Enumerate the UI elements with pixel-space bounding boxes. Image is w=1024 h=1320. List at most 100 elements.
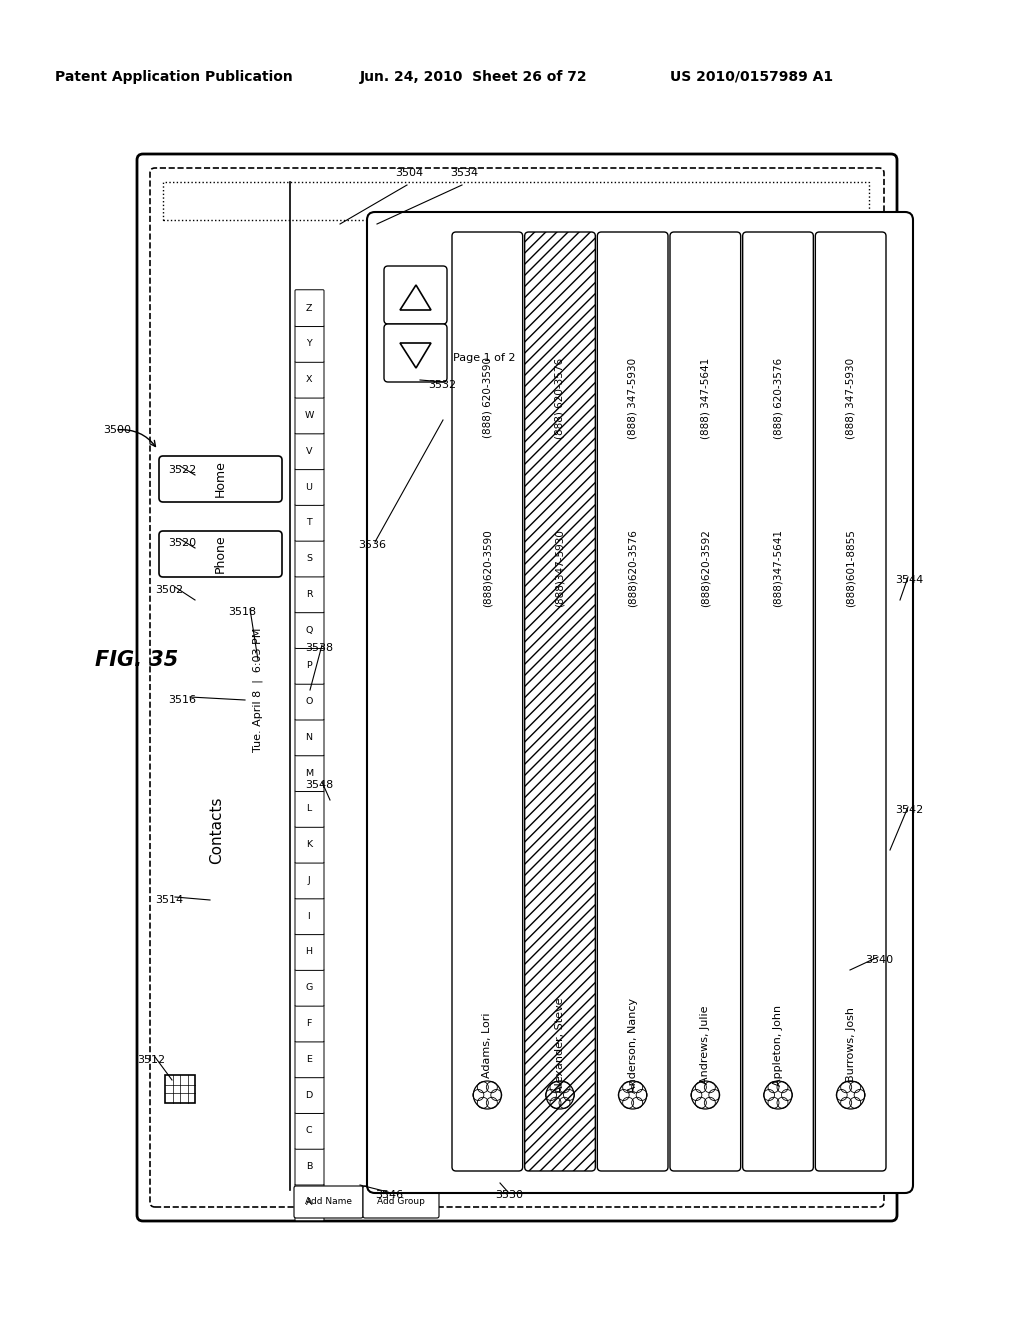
Text: 3548: 3548 [305, 780, 333, 789]
Text: Alexander, Steve: Alexander, Steve [555, 997, 565, 1093]
Text: (888)601-8855: (888)601-8855 [846, 529, 856, 607]
Polygon shape [400, 285, 431, 310]
Text: 3546: 3546 [375, 1191, 403, 1200]
FancyBboxPatch shape [295, 362, 324, 399]
FancyBboxPatch shape [295, 397, 324, 434]
Text: Tue. April 8  |  6:03 PM: Tue. April 8 | 6:03 PM [253, 628, 263, 752]
Text: Burrows, Josh: Burrows, Josh [846, 1007, 856, 1082]
FancyBboxPatch shape [597, 232, 668, 1171]
FancyBboxPatch shape [295, 898, 324, 935]
FancyBboxPatch shape [384, 323, 447, 381]
Text: 3512: 3512 [137, 1055, 165, 1065]
Text: Jun. 24, 2010  Sheet 26 of 72: Jun. 24, 2010 Sheet 26 of 72 [360, 70, 588, 84]
FancyBboxPatch shape [295, 755, 324, 792]
Text: L: L [306, 804, 311, 813]
FancyBboxPatch shape [295, 1041, 324, 1077]
Text: (888)620-3590: (888)620-3590 [482, 529, 493, 607]
FancyBboxPatch shape [452, 232, 522, 1171]
FancyBboxPatch shape [295, 862, 324, 899]
FancyBboxPatch shape [150, 168, 884, 1206]
Text: P: P [306, 661, 312, 671]
Text: 3530: 3530 [495, 1191, 523, 1200]
FancyBboxPatch shape [670, 232, 740, 1171]
Text: 3522: 3522 [168, 465, 197, 475]
Text: 3540: 3540 [865, 954, 893, 965]
FancyBboxPatch shape [295, 1077, 324, 1114]
Text: J: J [307, 876, 310, 884]
Text: Q: Q [305, 626, 312, 635]
FancyBboxPatch shape [295, 576, 324, 612]
Text: (888) 620-3576: (888) 620-3576 [555, 358, 565, 438]
FancyBboxPatch shape [159, 531, 282, 577]
FancyBboxPatch shape [362, 1185, 439, 1218]
Bar [163, 182, 869, 220]
Text: (888)347-5930: (888)347-5930 [555, 529, 565, 607]
Text: 3518: 3518 [228, 607, 256, 616]
FancyBboxPatch shape [295, 933, 324, 970]
Text: Y: Y [306, 339, 312, 348]
Text: 3542: 3542 [895, 805, 924, 814]
Text: (888) 347-5930: (888) 347-5930 [846, 358, 856, 438]
Text: US 2010/0157989 A1: US 2010/0157989 A1 [670, 70, 834, 84]
FancyBboxPatch shape [742, 232, 813, 1171]
Text: E: E [306, 1055, 312, 1064]
Text: G: G [305, 983, 312, 993]
FancyBboxPatch shape [367, 213, 913, 1193]
Text: (888) 347-5641: (888) 347-5641 [700, 358, 711, 438]
Text: 3534: 3534 [450, 168, 478, 178]
FancyBboxPatch shape [384, 267, 447, 323]
FancyBboxPatch shape [295, 1148, 324, 1185]
Text: Add Name: Add Name [305, 1197, 352, 1206]
Text: A: A [306, 1197, 312, 1206]
Text: 3502: 3502 [155, 585, 183, 595]
Text: 3516: 3516 [168, 696, 196, 705]
Text: (888)620-3576: (888)620-3576 [628, 529, 638, 607]
FancyBboxPatch shape [295, 1184, 324, 1221]
Text: Page 1 of 2: Page 1 of 2 [453, 352, 515, 363]
Text: (888)347-5641: (888)347-5641 [773, 529, 783, 607]
Bar [165, 1074, 195, 1104]
FancyBboxPatch shape [815, 232, 886, 1171]
FancyBboxPatch shape [295, 469, 324, 506]
Text: FIG. 35: FIG. 35 [95, 649, 178, 671]
Text: M: M [305, 768, 313, 777]
Text: F: F [306, 1019, 311, 1028]
Text: (888) 620-3576: (888) 620-3576 [773, 358, 783, 438]
FancyBboxPatch shape [295, 1005, 324, 1041]
FancyBboxPatch shape [295, 1113, 324, 1150]
FancyBboxPatch shape [295, 684, 324, 719]
Polygon shape [400, 343, 431, 368]
Text: (888) 347-5930: (888) 347-5930 [628, 358, 638, 438]
FancyBboxPatch shape [295, 433, 324, 470]
FancyBboxPatch shape [137, 154, 897, 1221]
Text: 3538: 3538 [305, 643, 333, 653]
Text: R: R [306, 590, 312, 599]
Text: 3532: 3532 [428, 380, 456, 389]
FancyBboxPatch shape [295, 290, 324, 326]
Text: C: C [306, 1126, 312, 1135]
FancyBboxPatch shape [295, 540, 324, 577]
Text: (888)620-3592: (888)620-3592 [700, 529, 711, 607]
FancyBboxPatch shape [294, 1185, 362, 1218]
Text: I: I [307, 912, 310, 921]
Text: Andrews, Julie: Andrews, Julie [700, 1006, 711, 1084]
Text: Adams, Lori: Adams, Lori [482, 1012, 493, 1077]
Text: 3514: 3514 [155, 895, 183, 906]
FancyBboxPatch shape [295, 504, 324, 541]
Text: Contacts: Contacts [210, 796, 224, 863]
Text: Add Group: Add Group [377, 1197, 425, 1206]
Text: Phone: Phone [214, 535, 227, 573]
Text: 3500: 3500 [103, 425, 131, 436]
Text: W: W [304, 411, 313, 420]
Text: S: S [306, 554, 312, 564]
FancyBboxPatch shape [159, 455, 282, 502]
Text: B: B [306, 1162, 312, 1171]
Text: N: N [305, 733, 312, 742]
Text: Z: Z [306, 304, 312, 313]
Text: 3536: 3536 [358, 540, 386, 550]
Text: Patent Application Publication: Patent Application Publication [55, 70, 293, 84]
Text: D: D [305, 1090, 312, 1100]
Text: H: H [305, 948, 312, 957]
Text: 3504: 3504 [395, 168, 423, 178]
Text: Home: Home [214, 461, 227, 498]
